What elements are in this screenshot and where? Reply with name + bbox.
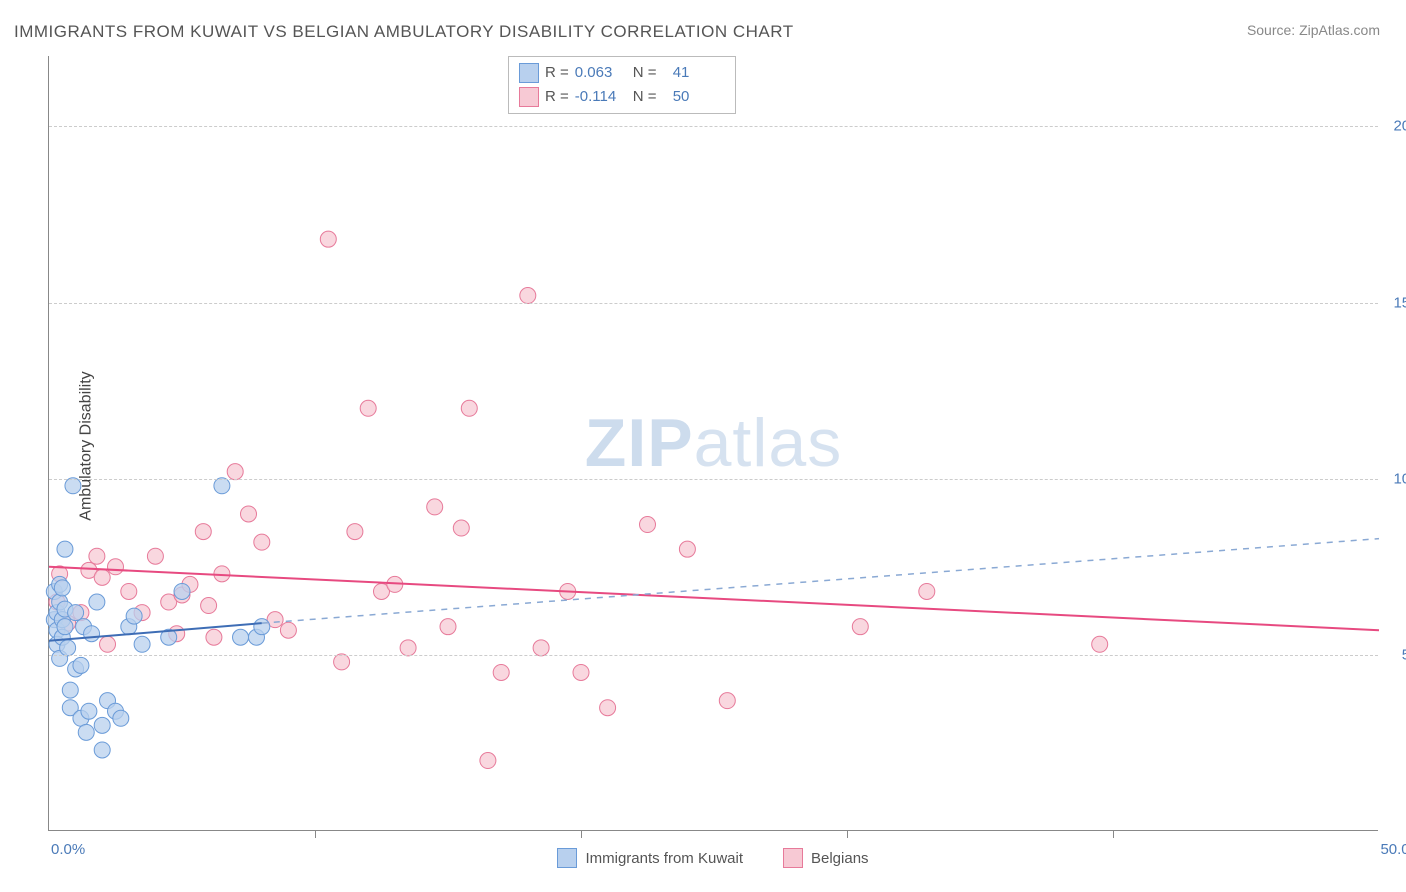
x-tick [847,830,848,838]
data-point [280,622,296,638]
data-point [334,654,350,670]
series-legend: Immigrants from Kuwait Belgians [48,848,1378,868]
data-point [520,288,536,304]
data-point [533,640,549,656]
data-point [100,636,116,652]
gridline [49,126,1378,127]
data-point [427,499,443,515]
data-point [57,541,73,557]
data-point [214,478,230,494]
data-point [78,724,94,740]
gridline [49,655,1378,656]
trend-line [262,539,1379,624]
data-point [195,524,211,540]
x-tick [1113,830,1114,838]
data-point [94,569,110,585]
legend-label-kuwait: Immigrants from Kuwait [585,850,743,867]
data-point [121,583,137,599]
data-point [254,534,270,550]
n-label: N = [633,85,657,109]
data-point [206,629,222,645]
chart-area: ZIPatlas 0.0% 50.0% 5.0%10.0%15.0%20.0% [48,56,1378,831]
chart-title: IMMIGRANTS FROM KUWAIT VS BELGIAN AMBULA… [14,22,794,42]
data-point [480,753,496,769]
data-point [600,700,616,716]
n-value-belgians: 50 [673,85,725,109]
legend-swatch-kuwait [519,63,539,83]
y-tick-label: 10.0% [1393,470,1406,487]
stats-legend: R = 0.063 N = 41 R = -0.114 N = 50 [508,56,736,114]
data-point [81,703,97,719]
r-label: R = [545,85,569,109]
data-point [174,583,190,599]
legend-item-belgians: Belgians [783,848,869,868]
data-point [68,605,84,621]
x-tick-last: 50.0% [1380,841,1406,858]
data-point [62,682,78,698]
data-point [94,742,110,758]
data-point [919,583,935,599]
data-point [360,400,376,416]
legend-row-belgians: R = -0.114 N = 50 [519,85,725,109]
data-point [134,636,150,652]
data-point [679,541,695,557]
y-tick-label: 15.0% [1393,294,1406,311]
legend-swatch-belgians-bottom [783,848,803,868]
gridline [49,479,1378,480]
data-point [54,580,70,596]
gridline [49,303,1378,304]
plot-svg [49,56,1378,830]
r-value-belgians: -0.114 [575,85,627,109]
x-tick [315,830,316,838]
data-point [573,664,589,680]
data-point [453,520,469,536]
data-point [400,640,416,656]
data-point [719,693,735,709]
x-tick [581,830,582,838]
r-label: R = [545,61,569,85]
data-point [347,524,363,540]
data-point [89,548,105,564]
data-point [89,594,105,610]
data-point [94,717,110,733]
data-point [852,619,868,635]
data-point [241,506,257,522]
data-point [201,598,217,614]
data-point [84,626,100,642]
data-point [57,619,73,635]
n-value-kuwait: 41 [673,61,725,85]
data-point [233,629,249,645]
legend-swatch-belgians [519,87,539,107]
trend-line [49,567,1379,630]
data-point [108,559,124,575]
data-point [126,608,142,624]
data-point [1092,636,1108,652]
data-point [461,400,477,416]
legend-swatch-kuwait-bottom [557,848,577,868]
data-point [320,231,336,247]
r-value-kuwait: 0.063 [575,61,627,85]
data-point [227,464,243,480]
legend-label-belgians: Belgians [811,850,869,867]
data-point [73,657,89,673]
y-tick-label: 20.0% [1393,118,1406,135]
data-point [147,548,163,564]
data-point [440,619,456,635]
data-point [254,619,270,635]
legend-row-kuwait: R = 0.063 N = 41 [519,61,725,85]
y-tick-label: 5.0% [1402,646,1406,663]
source-label: Source: ZipAtlas.com [1247,22,1380,38]
legend-item-kuwait: Immigrants from Kuwait [557,848,743,868]
data-point [640,517,656,533]
data-point [113,710,129,726]
data-point [65,478,81,494]
data-point [493,664,509,680]
n-label: N = [633,61,657,85]
data-point [60,640,76,656]
